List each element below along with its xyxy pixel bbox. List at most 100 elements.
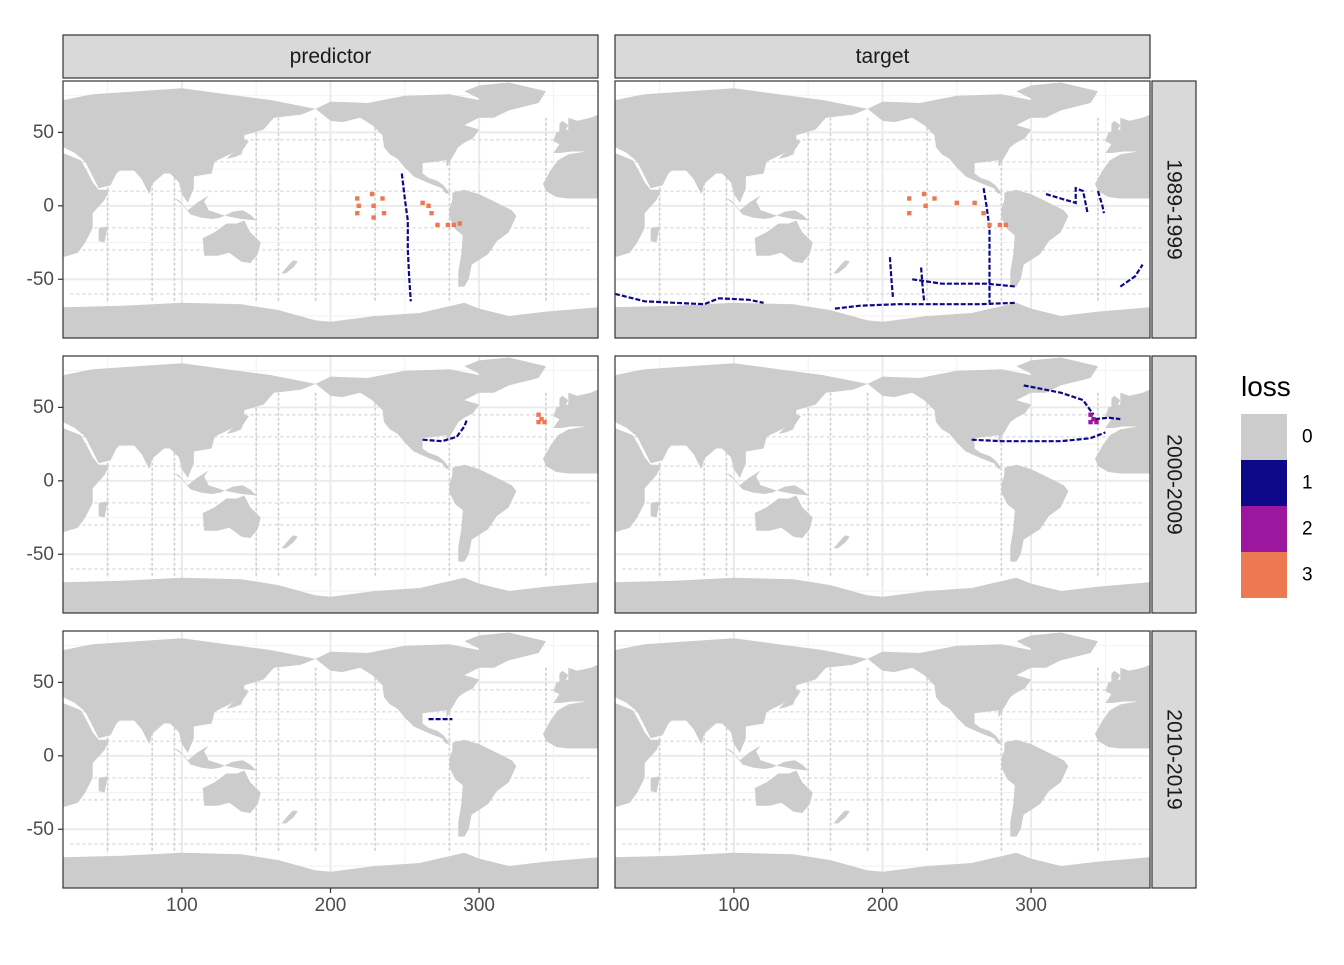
loss-track-level-1 (1096, 190, 1105, 214)
land-masses (63, 357, 598, 613)
legend-label: 3 (1302, 565, 1313, 586)
loss-cell-level-3 (1003, 222, 1009, 228)
land-africa (615, 703, 662, 808)
land-north-america (867, 644, 1032, 745)
land-greenland (464, 632, 546, 668)
row-strip (1151, 355, 1197, 614)
legend-title: loss (1241, 371, 1291, 402)
loss-track-level-1 (422, 418, 469, 443)
land-masses (615, 357, 1150, 613)
loss-cell-level-3 (381, 210, 387, 216)
panel-target-1989-1999 (615, 81, 1150, 338)
land-africa-west (543, 426, 598, 474)
loss-cell-level-3 (451, 222, 457, 228)
land-north-america (867, 94, 1032, 195)
loss-cell-level-3 (355, 210, 360, 216)
loss-cell-level-3 (987, 222, 992, 228)
land-africa (615, 153, 662, 258)
loss-cell-level-3 (536, 419, 541, 425)
legend-label: 0 (1302, 427, 1313, 448)
loss-cell-level-3 (445, 222, 451, 228)
column-strip (62, 34, 599, 79)
panel-border (614, 80, 1151, 339)
loss-cell-level-3 (997, 222, 1003, 228)
land-greenland (464, 357, 546, 393)
panel-predictor-2000-2009 (63, 356, 598, 613)
y-tick-label: 0 (43, 470, 54, 491)
land-uk (559, 395, 569, 408)
land-madagascar (98, 501, 108, 518)
land-new-zealand (833, 535, 850, 549)
land-uk (1111, 120, 1121, 133)
land-new-zealand (833, 810, 850, 824)
loss-cell-level-3 (923, 203, 928, 209)
land-new-zealand (281, 810, 298, 824)
loss-marks (355, 173, 462, 302)
x-tick-label: 300 (1015, 895, 1047, 916)
panel-border (614, 355, 1151, 614)
loss-track-level-1 (971, 431, 1106, 443)
land-eurasia (615, 638, 868, 753)
land-indonesia (726, 195, 809, 221)
land-australia (202, 220, 261, 264)
loss-track-level-1 (982, 188, 991, 303)
land-australia (754, 220, 813, 264)
land-indonesia (174, 745, 257, 771)
row-strip-label: 2000-2009 (1163, 434, 1186, 534)
land-north-america (315, 94, 480, 195)
land-greenland (1016, 82, 1098, 118)
loss-track-level-1 (1094, 416, 1121, 421)
land-africa-west (1095, 151, 1150, 199)
land-africa-west (1095, 426, 1150, 474)
land-masses (615, 632, 1150, 888)
loss-cell-level-3 (932, 196, 937, 201)
x-tick-label: 200 (867, 895, 899, 916)
loss-track-level-1 (615, 292, 764, 306)
panel-predictor-1989-1999 (63, 81, 598, 338)
land-north-america (867, 369, 1032, 470)
column-strip (614, 34, 1151, 79)
land-japan (226, 689, 249, 709)
x-tick-label: 300 (463, 895, 495, 916)
land-japan (778, 689, 801, 709)
loss-cell-level-3 (981, 210, 986, 216)
land-madagascar (650, 776, 660, 793)
loss-cell-level-2 (1088, 412, 1093, 417)
land-africa-west (543, 701, 598, 749)
loss-cell-level-2 (1091, 416, 1096, 422)
land-south-america (449, 189, 517, 287)
y-tick-label: -50 (27, 544, 54, 565)
land-europe-east (553, 114, 598, 153)
land-new-zealand (833, 260, 850, 274)
land-madagascar (98, 226, 108, 243)
column-strip-label: predictor (290, 45, 372, 68)
land-eurasia (615, 88, 868, 203)
land-japan (226, 139, 249, 159)
land-south-america (449, 739, 517, 837)
loss-marks (615, 186, 1144, 310)
land-antarctica (63, 577, 598, 613)
loss-cell-level-3 (921, 191, 927, 197)
land-north-america (315, 644, 480, 745)
land-north-america (315, 369, 480, 470)
loss-track-level-1 (1045, 186, 1089, 214)
land-indonesia (174, 470, 257, 496)
land-japan (226, 414, 249, 434)
land-australia (202, 770, 261, 814)
axes: 50 0 -50 50 0 -50 50 0 -50 100 200 300 100 200 300 (27, 122, 1047, 916)
row-strip-label: 1989-1999 (1163, 159, 1186, 259)
land-europe-east (553, 389, 598, 428)
land-south-america (1001, 739, 1069, 837)
loss-cell-level-3 (371, 215, 376, 220)
land-indonesia (726, 745, 809, 771)
y-tick-label: 0 (43, 745, 54, 766)
y-tick-label: 50 (33, 672, 54, 693)
y-tick-label: 50 (33, 397, 54, 418)
land-greenland (464, 82, 546, 118)
loss-cell-level-3 (457, 221, 462, 226)
loss-marks (971, 384, 1121, 443)
land-madagascar (98, 776, 108, 793)
land-australia (202, 495, 261, 539)
legend-label: 1 (1302, 473, 1313, 494)
